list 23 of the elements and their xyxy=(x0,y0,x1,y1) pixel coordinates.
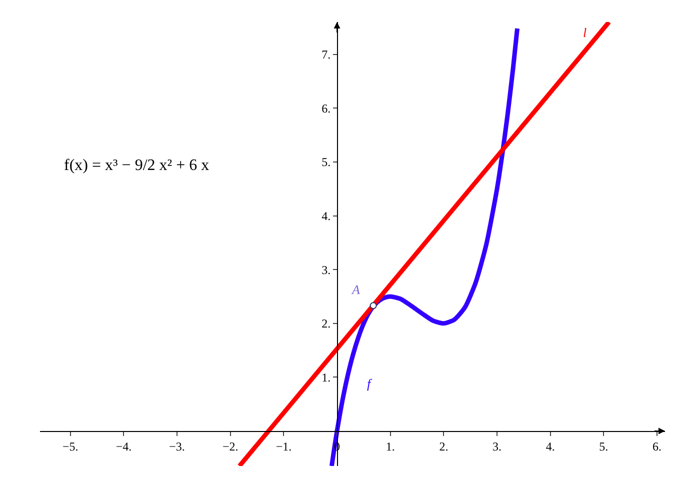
y-tick-label: 6. xyxy=(322,101,331,116)
x-tick-label: 2. xyxy=(439,439,448,454)
x-tick-label: 6. xyxy=(652,439,662,454)
annotation: f(x) = x³ − 9/2 x² + 6 x xyxy=(64,157,210,174)
line-series xyxy=(329,26,520,466)
y-tick-label: 7. xyxy=(322,47,331,62)
y-tick-label: 4. xyxy=(322,208,331,223)
series-label: l xyxy=(583,25,587,40)
x-tick-label: −4. xyxy=(116,439,132,454)
x-tick-label: −1. xyxy=(276,439,292,454)
series-label: A xyxy=(351,282,360,297)
x-tick-label: −3. xyxy=(169,439,185,454)
x-tick-label: 3. xyxy=(492,439,502,454)
y-tick-label: 3. xyxy=(322,262,331,277)
y-tick-label: 1. xyxy=(322,370,331,384)
y-tick-label: 2. xyxy=(322,316,331,331)
series-label: f xyxy=(367,376,373,391)
x-tick-label: 1. xyxy=(386,439,395,454)
x-tick-label: 5. xyxy=(599,439,608,454)
x-tick-label: 4. xyxy=(546,439,555,454)
x-tick-label: −5. xyxy=(62,439,78,454)
y-tick-label: 5. xyxy=(322,155,331,170)
x-tick-label: −2. xyxy=(222,439,238,454)
